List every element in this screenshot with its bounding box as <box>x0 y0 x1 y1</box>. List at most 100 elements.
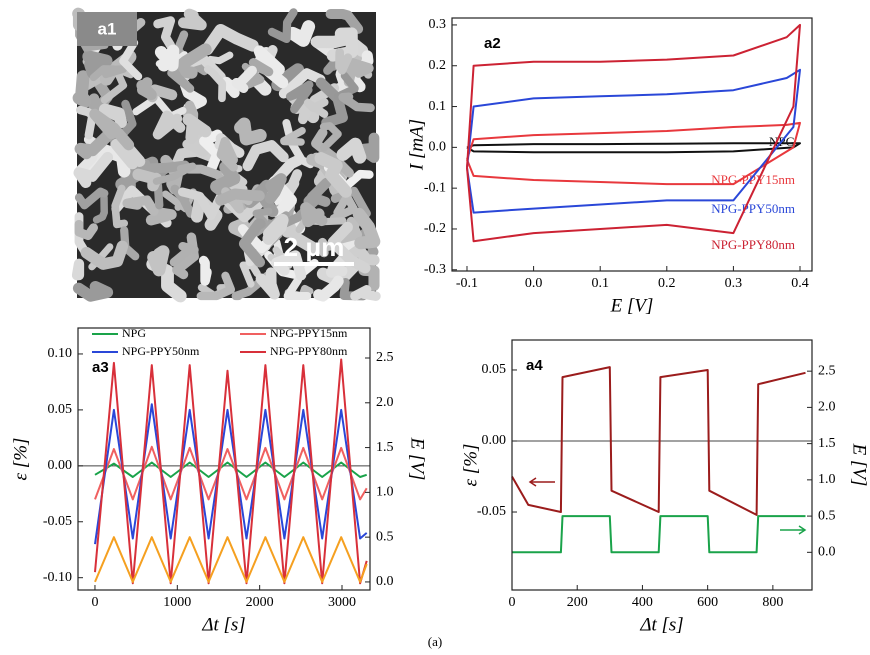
sem-ligament <box>169 43 212 79</box>
sem-ligament <box>325 8 364 34</box>
y-tick-label: -0.3 <box>424 262 446 277</box>
sem-ligament <box>198 255 212 286</box>
y2-tick-label: 1.0 <box>376 485 394 500</box>
x-tick-label: 400 <box>632 595 653 610</box>
x-tick-label: 0.2 <box>658 276 676 291</box>
x-tick-label: -0.1 <box>456 276 478 291</box>
sem-ligament <box>152 110 186 140</box>
y-axis-label: ε [%] <box>460 444 481 487</box>
sem-ligament <box>286 20 316 47</box>
sem-ligament <box>221 76 240 99</box>
sem-ligament <box>350 285 381 301</box>
y2-tick-label: 0.5 <box>818 508 836 523</box>
sem-ligament <box>72 70 92 108</box>
panel-label-box <box>77 12 137 46</box>
x-tick-label: 1000 <box>163 595 191 610</box>
x-tick-label: 0.4 <box>791 276 809 291</box>
sem-ligament <box>177 187 225 221</box>
sem-ligament <box>329 192 358 223</box>
sem-ligament <box>297 83 340 125</box>
caption: (a) <box>428 634 442 649</box>
sem-ligament <box>147 245 170 277</box>
y-tick-label: 0.10 <box>48 346 73 361</box>
y-tick-label: 0.3 <box>429 17 447 32</box>
arrow <box>780 525 807 535</box>
sem-ligament <box>264 173 287 204</box>
sem-ligament <box>242 140 289 172</box>
sem-ligament <box>80 240 129 270</box>
sem-ligament <box>278 68 326 99</box>
sem-ligament <box>282 118 315 169</box>
sem-ligament <box>89 65 128 82</box>
sem-ligament <box>206 51 234 65</box>
sem-ligament <box>344 244 380 266</box>
sem-ligament <box>74 129 114 160</box>
y2-tick-label: 2.5 <box>818 363 836 378</box>
sem-ligament <box>71 258 85 281</box>
sem-ligament <box>203 65 227 103</box>
sem-ligament <box>215 188 265 206</box>
sem-ligament <box>196 271 236 301</box>
series-line <box>94 536 368 583</box>
sem-ligament <box>178 8 207 31</box>
sem-ligament <box>74 187 109 210</box>
panel-label: a4 <box>526 357 543 374</box>
series-line <box>466 121 801 186</box>
y2-tick-label: 0.0 <box>376 574 394 589</box>
sem-ligament <box>338 92 375 113</box>
sem-ligament <box>92 193 108 224</box>
y2-axis-label: E [V] <box>407 437 428 481</box>
sem-ligament <box>283 275 312 301</box>
sem-ligament <box>303 177 332 207</box>
legend-label: NPG-PPY80nm <box>270 344 348 358</box>
sem-ligament <box>122 195 159 216</box>
y-tick-label: 0.0 <box>429 140 447 155</box>
series-line <box>466 142 801 154</box>
sem-ligament <box>199 129 223 175</box>
y-tick-label: 0.1 <box>429 99 447 114</box>
sem-ligament <box>352 207 381 250</box>
sem-ligament <box>145 206 177 226</box>
sem-ligament <box>110 138 146 170</box>
sem-ligament <box>120 99 137 137</box>
sem-ligament <box>253 45 289 89</box>
legend-label: NPG-PPY15nm <box>270 326 348 340</box>
y-tick-label: 0.05 <box>48 402 73 417</box>
sem-ligament <box>115 167 146 200</box>
sem-ligament <box>300 202 328 228</box>
x-tick-label: 800 <box>762 595 783 610</box>
sem-ligament <box>201 23 259 56</box>
series-line <box>94 461 368 478</box>
sem-ligament <box>262 213 289 245</box>
sem-ligament <box>167 67 195 93</box>
y-tick-label: 0.05 <box>482 362 507 377</box>
x-tick-label: 600 <box>697 595 718 610</box>
y-axis-label: I [mA] <box>406 119 427 171</box>
legend-label: NPG <box>122 326 146 340</box>
x-tick-label: 2000 <box>246 595 274 610</box>
sem-ligament <box>313 275 344 302</box>
sem-ligament <box>73 151 114 189</box>
series-line <box>466 23 801 243</box>
sem-image <box>71 7 381 303</box>
y-tick-label: 0.00 <box>48 458 73 473</box>
y2-tick-label: 0.0 <box>818 545 836 560</box>
y-tick-label: -0.05 <box>43 514 72 529</box>
y2-tick-label: 0.5 <box>376 529 394 544</box>
legend-label: NPG-PPY50nm <box>122 344 200 358</box>
y-tick-label: -0.1 <box>424 180 446 195</box>
y-tick-label: -0.10 <box>43 570 72 585</box>
x-tick-label: 0.3 <box>725 276 743 291</box>
y2-tick-label: 1.5 <box>818 436 836 451</box>
sem-ligament <box>184 164 225 181</box>
series-label: NPG-PPY80nm <box>711 237 795 252</box>
panel-label: a1 <box>98 19 117 38</box>
scale-bar <box>274 262 354 266</box>
arrow <box>528 477 555 487</box>
y2-tick-label: 1.5 <box>376 440 394 455</box>
panel-label: a3 <box>92 359 109 376</box>
x-axis-label: E [V] <box>610 295 654 316</box>
scale-bar-label: 2 μm <box>284 232 345 262</box>
panel-label: a2 <box>484 35 501 52</box>
